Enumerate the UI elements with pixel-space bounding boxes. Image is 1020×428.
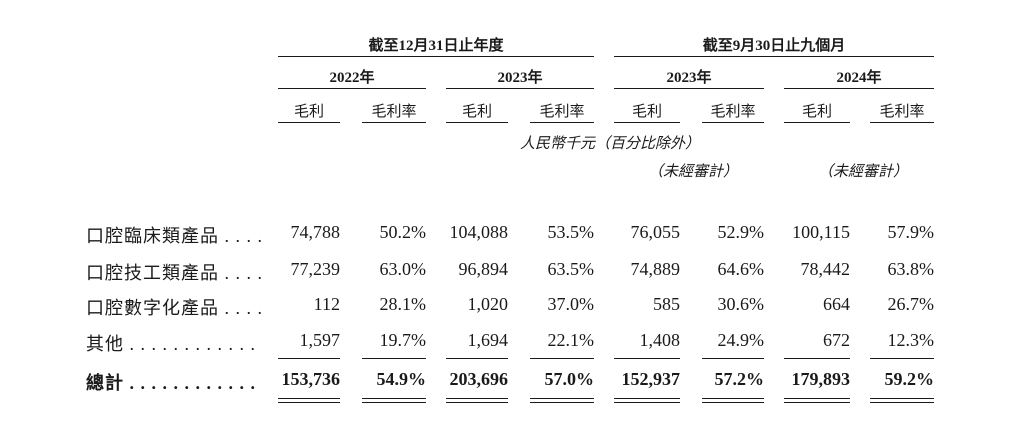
table-row-cell: 28.1% [379,294,427,314]
col-header-gross-profit: 毛利 [293,104,324,120]
total-top-rule [362,358,426,359]
total-double-rule [784,398,850,403]
col-header-gross-profit: 毛利 [801,104,832,120]
year-rule-2024 [784,88,934,89]
table-row-cell: 585 [653,294,680,314]
col-rule [530,122,594,123]
total-row-cell: 152,937 [621,369,681,389]
table-row-cell: 1,408 [639,330,681,350]
total-top-rule [784,358,850,359]
total-top-rule [446,358,508,359]
col-rule [870,122,934,123]
total-row-cell: 54.9% [376,369,427,389]
table-row-cell: 53.5% [547,222,595,242]
table-row-cell: 50.2% [379,222,427,242]
col-header-gross-profit: 毛利 [631,104,662,120]
table-row-cell: 78,442 [800,259,851,279]
table-row-cell: 64.6% [717,259,765,279]
table-row-cell: 76,055 [630,222,681,242]
table-row-cell: 664 [823,294,850,314]
col-rule [278,122,340,123]
total-row-cell: 203,696 [449,369,509,389]
total-top-rule [530,358,594,359]
unit-note: 人民幣千元（百分比除外） [520,136,701,152]
table-row-label: 口腔數字化產品 . . . . [86,298,263,318]
table-row-label: 口腔臨床類產品 . . . . [86,226,263,246]
unaudited-note-2024: （未經審計） [818,164,909,180]
group-rule-nine-months [614,56,934,57]
table-row-cell: 24.9% [717,330,765,350]
col-header-margin: 毛利率 [539,104,585,120]
total-row-cell: 57.0% [544,369,595,389]
table-row-cell: 63.0% [379,259,427,279]
group-header-annual: 截至12月31日止年度 [368,38,504,54]
col-header-margin: 毛利率 [371,104,417,120]
group-rule-annual [278,56,594,57]
year-rule-2023b [614,88,764,89]
total-row-cell: 179,893 [791,369,851,389]
total-row-cell: 59.2% [884,369,935,389]
total-double-rule [278,398,340,403]
table-row-cell: 37.0% [547,294,595,314]
table-row-cell: 12.3% [887,330,935,350]
total-double-rule [362,398,426,403]
table-row-cell: 26.7% [887,294,935,314]
col-rule [446,122,508,123]
table-row-cell: 52.9% [717,222,765,242]
table-row-cell: 77,239 [290,259,341,279]
table-row-cell: 19.7% [379,330,427,350]
table-row-cell: 74,889 [630,259,681,279]
table-row-cell: 104,088 [449,222,509,242]
total-double-rule [446,398,508,403]
year-header-2022: 2022年 [329,70,375,86]
total-double-rule [870,398,934,403]
table-row-cell: 74,788 [290,222,341,242]
table-row-cell: 1,694 [467,330,509,350]
total-row-cell: 57.2% [714,369,765,389]
col-header-margin: 毛利率 [879,104,925,120]
year-header-2023-annual: 2023年 [497,70,543,86]
year-rule-2022 [278,88,426,89]
table-row-cell: 63.5% [547,259,595,279]
year-header-2023-nine-months: 2023年 [666,70,712,86]
col-rule [784,122,850,123]
table-row-cell: 100,115 [792,222,850,242]
table-row-cell: 672 [823,330,850,350]
table-row-cell: 1,020 [467,294,509,314]
total-top-rule [702,358,764,359]
table-row-label: 口腔技工類產品 . . . . [86,263,263,283]
table-row-cell: 63.8% [887,259,935,279]
total-top-rule [870,358,934,359]
col-rule [362,122,426,123]
total-row-label: 總計 . . . . . . . . . . . . [86,373,256,393]
col-rule [702,122,764,123]
unaudited-note-2023: （未經審計） [648,164,739,180]
total-double-rule [614,398,680,403]
table-row-cell: 30.6% [717,294,765,314]
year-header-2024: 2024年 [836,70,882,86]
total-double-rule [702,398,764,403]
col-header-margin: 毛利率 [710,104,756,120]
total-top-rule [614,358,680,359]
table-row-cell: 112 [313,294,340,314]
col-rule [614,122,680,123]
group-header-nine-months: 截至9月30日止九個月 [702,38,846,54]
total-double-rule [530,398,594,403]
total-top-rule [278,358,340,359]
table-row-cell: 57.9% [887,222,935,242]
year-rule-2023a [446,88,594,89]
table-row-label: 其他 . . . . . . . . . . . . [86,334,256,354]
total-row-cell: 153,736 [281,369,341,389]
table-row-cell: 22.1% [547,330,595,350]
col-header-gross-profit: 毛利 [461,104,492,120]
table-row-cell: 1,597 [299,330,341,350]
table-row-cell: 96,894 [458,259,509,279]
